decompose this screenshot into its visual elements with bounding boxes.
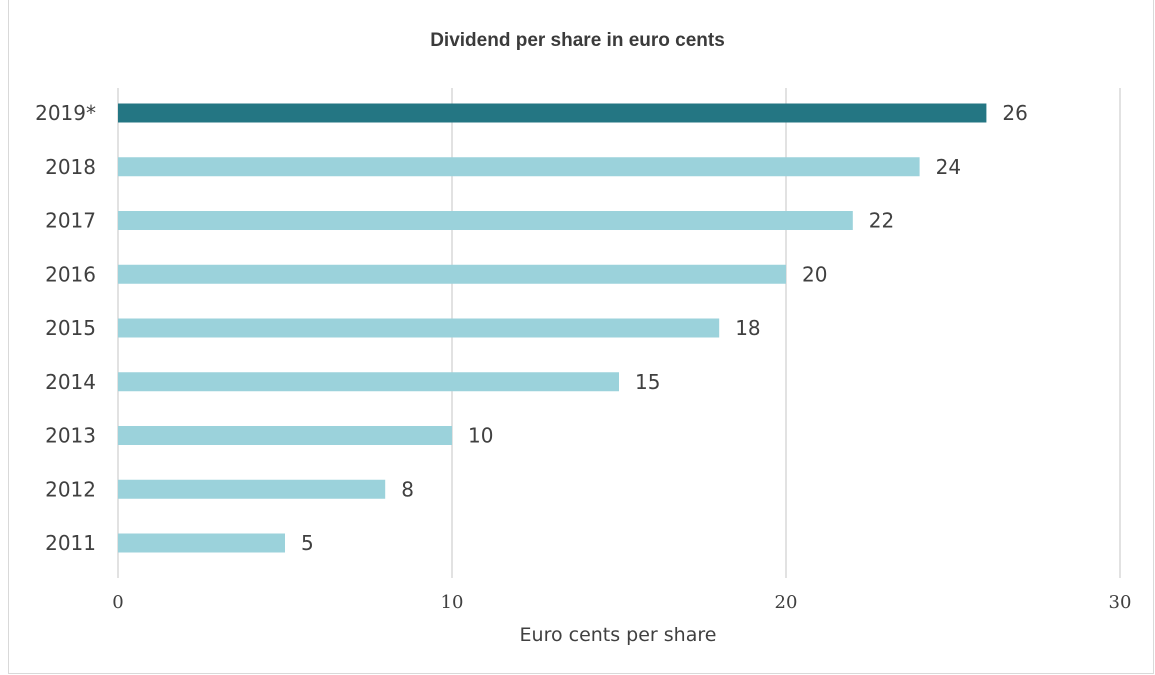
bar-2013 — [118, 426, 452, 445]
value-label: 5 — [301, 531, 314, 555]
category-label: 2017 — [45, 209, 96, 233]
category-label: 2015 — [45, 316, 96, 340]
value-label: 20 — [802, 262, 827, 286]
bar-2019 — [118, 103, 987, 123]
category-label: 2013 — [45, 424, 96, 448]
category-label: 2014 — [45, 370, 96, 394]
value-label: 24 — [936, 155, 961, 179]
bar-2016 — [118, 264, 786, 284]
x-tick-label: 30 — [1109, 592, 1132, 613]
bar-2018 — [118, 157, 920, 177]
bar-2014 — [118, 372, 619, 392]
x-axis-label: Euro cents per share — [520, 624, 717, 646]
value-label: 18 — [735, 316, 760, 340]
x-tick-label: 0 — [112, 592, 123, 613]
bar-2017 — [118, 211, 853, 230]
value-label: 10 — [468, 424, 493, 448]
value-label: 26 — [1002, 101, 1027, 125]
value-label: 8 — [401, 477, 414, 501]
value-label: 15 — [635, 370, 660, 394]
x-tick-label: 10 — [441, 592, 464, 613]
value-label: 22 — [869, 209, 894, 233]
category-labels: 2019* 2018 2017 2016 2015 2014 2013 2012 2011 — [35, 101, 96, 555]
chart-title: Dividend per share in euro cents — [430, 30, 725, 51]
category-label: 2018 — [45, 155, 96, 179]
x-tick-labels: 0 10 20 30 — [112, 592, 1131, 613]
category-label: 2012 — [45, 477, 96, 501]
bar-2012 — [118, 479, 386, 499]
category-label: 2011 — [45, 531, 96, 555]
category-label: 2016 — [45, 262, 96, 286]
x-tick-label: 20 — [775, 592, 798, 613]
bars — [118, 103, 987, 553]
bar-2011 — [118, 533, 285, 553]
category-label: 2019* — [35, 101, 96, 125]
value-labels: 26 24 22 20 18 15 10 8 5 — [301, 101, 1028, 555]
chart-frame — [8, 0, 1154, 674]
bar-2015 — [118, 318, 720, 338]
